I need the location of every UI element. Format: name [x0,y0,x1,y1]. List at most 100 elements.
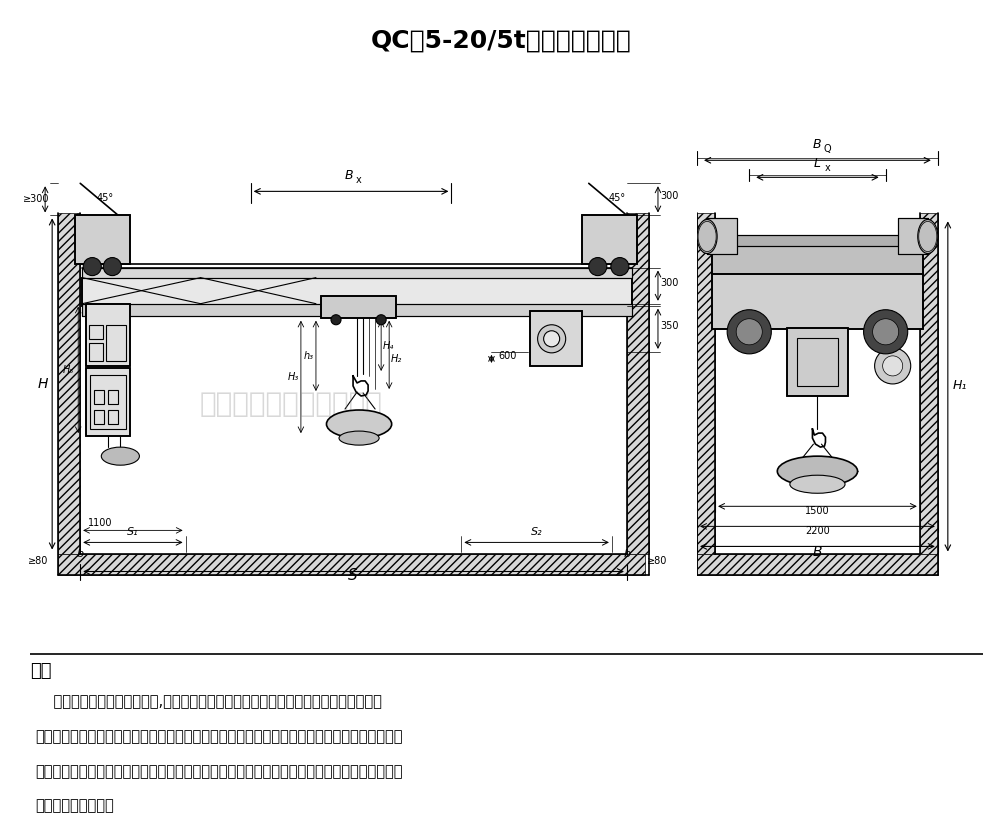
Circle shape [863,310,907,354]
Bar [581,216,636,264]
Bar [696,554,937,575]
Text: b: b [622,549,630,559]
Bar [706,218,736,254]
Ellipse shape [790,476,845,493]
Text: x: x [356,175,362,185]
Text: H₅: H₅ [63,365,74,375]
Bar [82,278,631,306]
Ellipse shape [339,431,379,445]
Bar [94,410,104,424]
Text: H₂: H₂ [391,354,402,364]
Bar [82,304,631,316]
Circle shape [588,257,606,275]
Bar [711,259,922,329]
Bar [711,236,922,246]
Text: ≥80: ≥80 [646,557,666,566]
Ellipse shape [543,331,559,347]
Bar [90,375,126,429]
Bar [706,218,736,254]
Bar [897,218,927,254]
Bar [58,554,644,575]
Bar [82,304,631,316]
Text: 山亚泰重型机械有限公司: 山亚泰重型机械有限公司 [199,390,382,418]
Bar [82,268,631,278]
Text: QC型5-20/5t电磁桥式起重机: QC型5-20/5t电磁桥式起重机 [371,29,631,53]
Text: 45°: 45° [607,194,625,203]
Circle shape [874,348,910,384]
Bar [86,304,130,366]
Bar [321,296,396,318]
Text: B: B [345,170,353,182]
Bar [86,304,130,366]
Bar [711,246,922,274]
Circle shape [83,257,101,275]
Text: H: H [38,377,48,391]
Bar [696,213,714,554]
Bar [581,216,636,264]
Text: 600: 600 [498,351,516,361]
Circle shape [610,257,628,275]
Circle shape [882,356,902,376]
Text: L: L [814,157,820,170]
Ellipse shape [101,447,139,465]
Ellipse shape [696,219,716,254]
Circle shape [872,318,898,345]
Bar [75,216,130,264]
Bar [86,368,130,436]
Bar [94,390,104,404]
Ellipse shape [327,410,391,438]
Text: 简介: 简介 [30,662,51,681]
Bar [108,410,118,424]
Text: H₁: H₁ [952,380,966,393]
Text: S₁: S₁ [126,528,138,538]
Ellipse shape [697,222,715,251]
Bar [787,327,847,396]
Bar [89,343,103,361]
Bar [89,325,103,339]
Bar [711,246,922,274]
Text: 350: 350 [659,321,677,331]
Text: S₂: S₂ [530,528,542,538]
Ellipse shape [917,219,937,254]
Text: 用来搬运钢料、铁块、废铁、废钢、铁屑等物料。电磁盘通过直流发电机组或可控硅整流由小车: 用来搬运钢料、铁块、废铁、废钢、铁屑等物料。电磁盘通过直流发电机组或可控硅整流由… [35,764,402,779]
Bar [82,278,631,306]
Circle shape [331,315,341,325]
Text: 1500: 1500 [805,506,829,516]
Bar [529,311,581,366]
Ellipse shape [777,457,857,486]
Text: B: B [812,546,822,559]
Text: 300: 300 [659,191,677,202]
Bar [711,236,922,246]
Text: H₄: H₄ [383,341,394,351]
Bar [711,259,922,329]
Bar [626,213,648,554]
Text: 1100: 1100 [88,519,112,528]
Text: b: b [76,549,84,559]
Bar [108,390,118,404]
Bar [529,311,581,366]
Bar [897,218,927,254]
Text: H₃: H₃ [288,372,299,382]
Bar [797,337,837,386]
Circle shape [735,318,762,345]
Text: ≥300: ≥300 [23,194,49,204]
Bar [58,213,80,554]
Circle shape [376,315,386,325]
Text: ≥80: ≥80 [28,557,48,566]
Text: S: S [348,567,358,582]
Text: 300: 300 [659,278,677,288]
Circle shape [726,310,771,354]
Bar [75,216,130,264]
Text: 45°: 45° [96,194,114,203]
Bar [321,296,396,318]
Text: Q: Q [823,144,831,155]
Bar [919,213,937,554]
Bar [106,325,126,361]
Text: 具有导磁性的黑色金属制品与材料如钢锭、型钢、生铁块、废铁、废钢。在机械厂、库房中也常: 具有导磁性的黑色金属制品与材料如钢锭、型钢、生铁块、废铁、废钢。在机械厂、库房中… [35,729,402,744]
Text: 2200: 2200 [805,527,829,537]
Text: 本起重机带有可卸的电磁盘,特别适用于冶金工厂在室内或露天的固定跨间装卸及搬运: 本起重机带有可卸的电磁盘,特别适用于冶金工厂在室内或露天的固定跨间装卸及搬运 [35,695,382,710]
Text: x: x [824,163,830,174]
Bar [787,327,847,396]
Bar [86,368,130,436]
Bar [82,268,631,278]
